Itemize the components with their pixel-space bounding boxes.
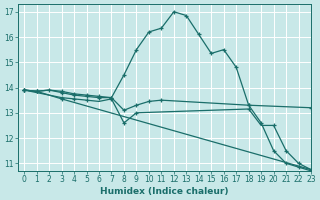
X-axis label: Humidex (Indice chaleur): Humidex (Indice chaleur) [100, 187, 229, 196]
